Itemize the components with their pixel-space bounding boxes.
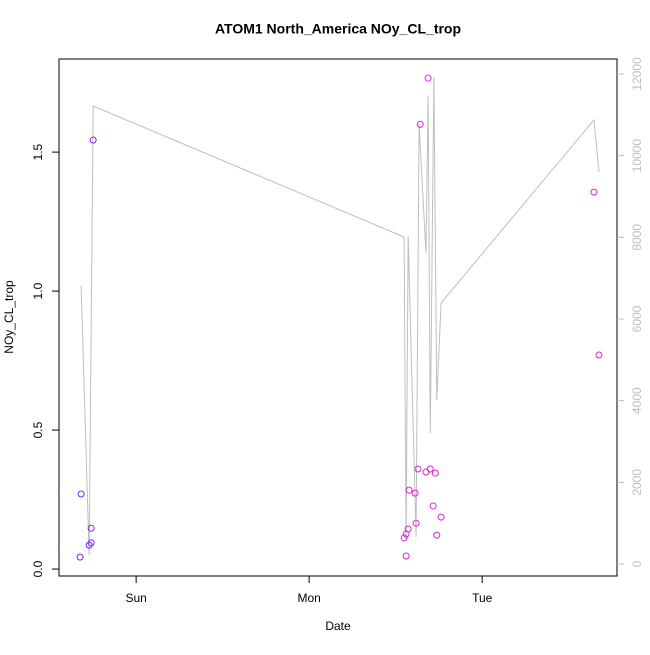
point [416,120,424,128]
point [405,486,413,494]
point [422,468,430,476]
point [412,519,420,527]
point [424,74,432,82]
x-tick-label: Tue [472,591,493,605]
y-tick-label: 0.0 [31,560,45,577]
point [77,490,85,498]
y2-tick-label: 12000 [630,57,644,91]
y2-tick-label: 0 [630,560,644,567]
y2-tick-label: 4000 [630,387,644,414]
x-axis-label: Date [325,619,351,633]
plot-box [58,58,618,577]
point [87,524,95,532]
x-tick-label: Mon [297,591,320,605]
point [404,525,412,533]
y2-tick-label: 10000 [630,139,644,173]
y2-tick-label: 2000 [630,469,644,496]
point [595,351,603,359]
point [433,531,441,539]
y-tick-label: 1.0 [31,282,45,299]
point [590,188,598,196]
point [429,502,437,510]
point [76,553,84,561]
point [414,465,422,473]
y-axis-label: NOy_CL_trop [2,280,16,354]
point [411,489,419,497]
y-tick-label: 1.5 [31,143,45,160]
point [400,534,408,542]
point [437,513,445,521]
y2-tick-label: 6000 [630,305,644,332]
x-tick-label: Sun [125,591,146,605]
point [426,465,434,473]
point [89,136,97,144]
altitude-line [80,77,600,556]
y-tick-label: 0.5 [31,421,45,438]
y2-tick-label: 8000 [630,224,644,251]
point [87,539,95,547]
chart-title: ATOM1 North_America NOy_CL_trop [215,21,461,37]
point [402,552,410,560]
point [85,541,93,549]
point [431,469,439,477]
